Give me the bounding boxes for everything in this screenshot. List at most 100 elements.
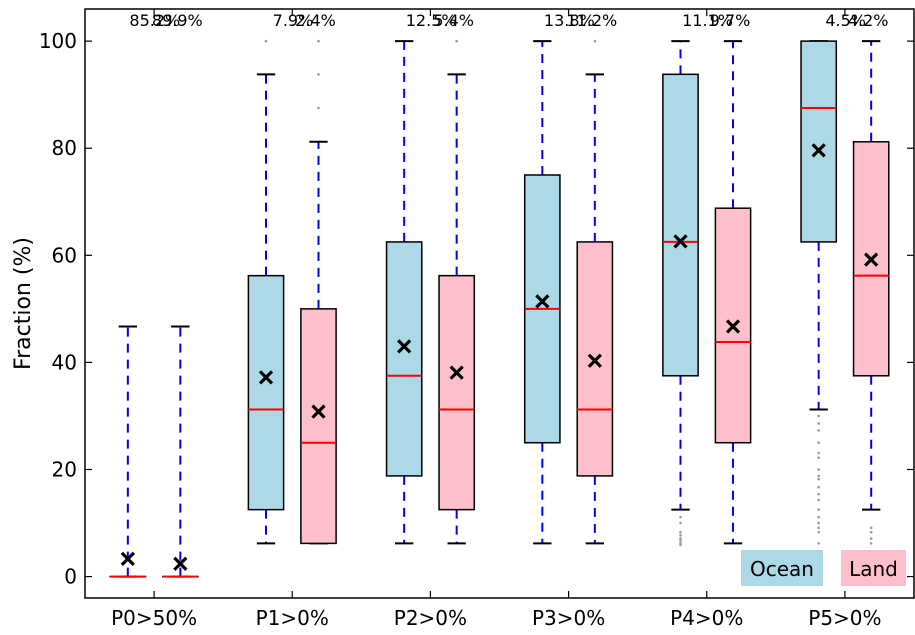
mean-marker-stroke bbox=[673, 234, 688, 249]
plot-marks: 85.2% 7.9% 12.5% 13.8% 11.1% 4.5% 89.9% 2.4% 5.4… bbox=[109, 11, 890, 578]
flier-point bbox=[817, 508, 820, 511]
flier-point bbox=[817, 485, 820, 489]
box-iqr bbox=[247, 274, 285, 511]
box-iqr bbox=[385, 241, 423, 477]
flier-point bbox=[817, 526, 820, 530]
mean-marker bbox=[811, 143, 826, 158]
percent-label: 89.9% bbox=[152, 11, 203, 30]
series-land: 89.9% 2.4% 5.4% 11.2% 9.7% 4.2% bbox=[152, 11, 890, 578]
flier-point bbox=[869, 530, 873, 534]
box-iqr bbox=[662, 73, 699, 377]
x-tick-label: P5>0% bbox=[808, 606, 881, 630]
box-ocean-1: 7.9% bbox=[247, 11, 313, 545]
box-land-3: 11.2% bbox=[566, 11, 617, 545]
flier-point bbox=[317, 39, 320, 43]
mean-marker bbox=[173, 556, 188, 571]
y-tick-label: 100 bbox=[39, 29, 77, 53]
percent-label: 12.5% bbox=[406, 11, 457, 30]
y-axis: 0 20 40 60 80 100 bbox=[39, 29, 914, 589]
x-tick-label: P3>0% bbox=[532, 606, 605, 630]
mean-marker-stroke bbox=[311, 404, 326, 419]
flier-point bbox=[869, 542, 873, 545]
flier-point bbox=[869, 526, 873, 530]
legend-label-land: Land bbox=[849, 557, 898, 581]
flier-point bbox=[679, 515, 682, 519]
flier-point bbox=[817, 451, 820, 455]
box-land-5: 4.2% bbox=[848, 11, 890, 545]
flier-point bbox=[817, 456, 820, 460]
flier-point bbox=[817, 515, 820, 519]
mean-marker-stroke bbox=[173, 556, 188, 571]
percent-label: 5.4% bbox=[433, 11, 474, 30]
percent-label: 2.4% bbox=[295, 11, 336, 30]
box-ocean-3: 13.8% bbox=[523, 11, 595, 545]
flier-point bbox=[817, 468, 820, 471]
mean-marker bbox=[535, 294, 550, 309]
flier-point bbox=[817, 414, 820, 418]
box-land-1: 2.4% bbox=[295, 11, 337, 545]
flier-point bbox=[817, 474, 820, 478]
flier-point bbox=[455, 39, 458, 43]
flier-point bbox=[317, 106, 320, 110]
mean-marker-stroke bbox=[864, 252, 879, 267]
x-tick-label: P4>0% bbox=[670, 606, 743, 630]
percent-label: 4.5% bbox=[825, 11, 866, 30]
plot-frame bbox=[84, 8, 915, 599]
series-ocean: 85.2% 7.9% 12.5% 13.8% 11.1% 4.5% bbox=[109, 11, 866, 578]
flier-point bbox=[817, 530, 820, 534]
mean-marker bbox=[397, 339, 412, 354]
flier-point bbox=[264, 39, 268, 43]
box-land-4: 9.7% bbox=[710, 11, 752, 545]
flier-point bbox=[593, 39, 597, 43]
legend-swatch-ocean bbox=[741, 550, 823, 586]
box-iqr bbox=[800, 40, 838, 243]
y-tick-label: 20 bbox=[52, 457, 77, 481]
box-land-2: 5.4% bbox=[433, 11, 476, 545]
legend: Ocean Land bbox=[741, 550, 906, 586]
x-tick-label: P1>0% bbox=[256, 606, 329, 630]
percent-label: 11.2% bbox=[566, 11, 617, 30]
mean-marker bbox=[449, 365, 464, 380]
flier-point bbox=[817, 498, 820, 502]
flier-point bbox=[679, 537, 682, 540]
percent-label: 11.1% bbox=[682, 11, 733, 30]
y-tick-label: 80 bbox=[52, 136, 77, 160]
box-ocean-4: 11.1% bbox=[662, 11, 733, 547]
flier-point bbox=[317, 73, 320, 76]
mean-marker-stroke bbox=[725, 319, 741, 334]
mean-marker bbox=[725, 319, 741, 334]
mean-marker-stroke bbox=[811, 143, 826, 158]
box-iqr bbox=[438, 274, 476, 511]
flier-point bbox=[817, 441, 820, 445]
legend-label-ocean: Ocean bbox=[750, 557, 814, 581]
mean-marker-stroke bbox=[535, 294, 550, 309]
box-land-0: 89.9% bbox=[152, 11, 203, 578]
flier-point bbox=[817, 477, 820, 481]
y-tick-label: 0 bbox=[64, 565, 77, 589]
mean-marker bbox=[673, 234, 688, 249]
flier-point bbox=[679, 521, 682, 525]
mean-marker-stroke bbox=[587, 353, 602, 368]
mean-marker bbox=[258, 370, 274, 385]
mean-marker-stroke bbox=[120, 551, 135, 567]
flier-point bbox=[817, 492, 820, 496]
flier-point bbox=[817, 422, 820, 425]
flier-point bbox=[679, 543, 682, 547]
mean-marker-stroke bbox=[258, 370, 274, 385]
flier-point bbox=[679, 539, 682, 543]
flier-point bbox=[679, 534, 682, 537]
box-ocean-0: 85.2% bbox=[109, 11, 180, 578]
percent-label: 9.7% bbox=[710, 11, 751, 30]
x-tick-label: P2>0% bbox=[394, 606, 467, 630]
y-tick-label: 40 bbox=[52, 350, 77, 374]
x-axis: P0>50% P1>0% P2>0% P3>0% P4>0% P5>0% bbox=[111, 9, 882, 630]
flier-point bbox=[817, 542, 820, 545]
box-ocean-5: 4.5% bbox=[800, 11, 866, 545]
percent-label: 85.2% bbox=[129, 11, 180, 30]
percent-label: 4.2% bbox=[848, 11, 889, 30]
y-tick-label: 60 bbox=[52, 243, 77, 267]
mean-marker-stroke bbox=[449, 365, 464, 380]
mean-marker bbox=[311, 404, 326, 419]
flier-point bbox=[869, 537, 873, 540]
